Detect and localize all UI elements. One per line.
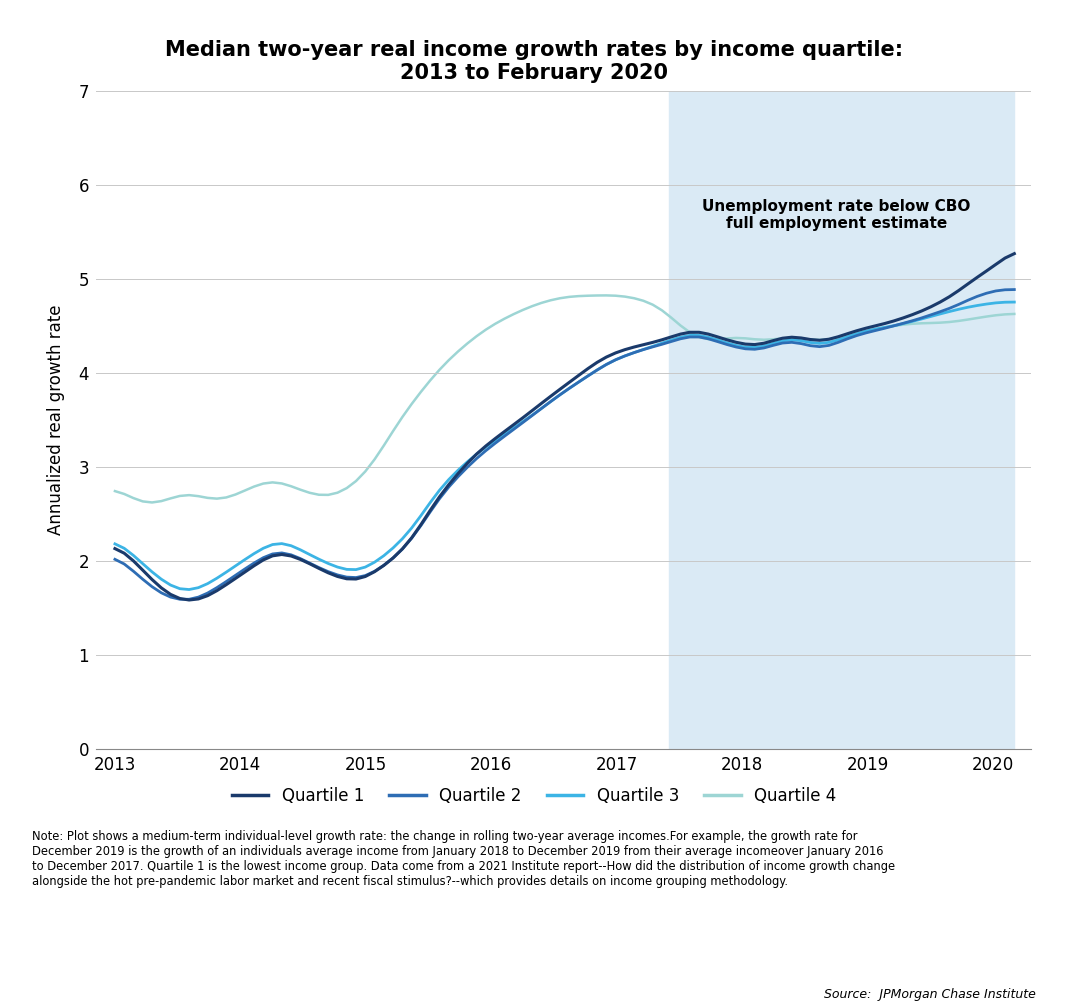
Text: Note: Plot shows a medium-term individual-level growth rate: the change in rolli: Note: Plot shows a medium-term individua…: [32, 830, 895, 888]
Quartile 1: [109, 542, 122, 554]
Quartile 2: [684, 331, 696, 343]
Quartile 1: [804, 333, 817, 345]
Quartile 4: [109, 485, 122, 497]
Line: Quartile 2: Quartile 2: [115, 290, 1015, 600]
Quartile 4: [192, 490, 205, 502]
Quartile 2: [545, 395, 557, 407]
Quartile 2: [1008, 284, 1021, 296]
Text: Unemployment rate below CBO
full employment estimate: Unemployment rate below CBO full employm…: [702, 199, 971, 231]
Quartile 4: [628, 292, 641, 304]
Quartile 2: [618, 350, 631, 362]
Quartile 1: [545, 390, 557, 402]
Quartile 4: [545, 294, 557, 306]
Text: Median two-year real income growth rates by income quartile:
2013 to February 20: Median two-year real income growth rates…: [164, 40, 904, 83]
Quartile 1: [618, 344, 631, 356]
Y-axis label: Annualized real growth rate: Annualized real growth rate: [47, 305, 65, 535]
Quartile 2: [804, 340, 817, 352]
Quartile 3: [1008, 296, 1021, 308]
Quartile 2: [192, 592, 205, 604]
Legend: Quartile 1, Quartile 2, Quartile 3, Quartile 4: Quartile 1, Quartile 2, Quartile 3, Quar…: [225, 781, 843, 812]
Quartile 2: [109, 553, 122, 565]
Quartile 2: [183, 594, 195, 606]
Quartile 3: [684, 329, 696, 341]
Quartile 1: [164, 589, 177, 601]
Quartile 2: [164, 592, 177, 604]
Quartile 4: [693, 331, 706, 343]
Quartile 4: [813, 334, 826, 346]
Quartile 3: [109, 538, 122, 550]
Quartile 3: [545, 395, 557, 407]
Quartile 3: [164, 579, 177, 592]
Bar: [670, 91, 1015, 749]
Quartile 3: [618, 350, 631, 362]
Quartile 3: [804, 336, 817, 348]
Quartile 4: [145, 496, 158, 508]
Quartile 4: [600, 290, 613, 302]
Line: Quartile 3: Quartile 3: [115, 302, 1015, 590]
Quartile 3: [183, 583, 195, 596]
Line: Quartile 4: Quartile 4: [115, 296, 1015, 502]
Line: Quartile 1: Quartile 1: [115, 254, 1015, 600]
Quartile 1: [684, 326, 696, 338]
Quartile 1: [1008, 247, 1021, 260]
Quartile 1: [183, 594, 195, 606]
Quartile 4: [1008, 308, 1021, 320]
Quartile 1: [192, 593, 205, 605]
Quartile 4: [173, 490, 186, 502]
Text: Source:  JPMorgan Chase Institute: Source: JPMorgan Chase Institute: [824, 988, 1036, 1001]
Quartile 3: [192, 581, 205, 594]
